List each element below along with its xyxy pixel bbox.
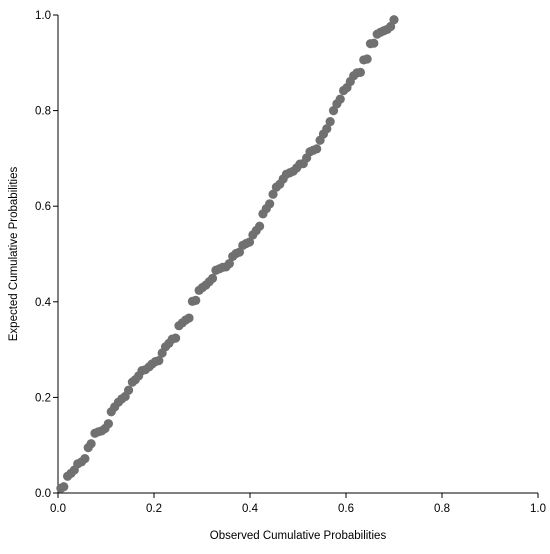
data-point bbox=[369, 38, 379, 48]
data-point bbox=[224, 258, 234, 269]
data-point bbox=[184, 313, 194, 323]
axes bbox=[57, 15, 538, 494]
data-point bbox=[123, 385, 134, 395]
data-points bbox=[56, 15, 399, 493]
y-tick-label: 0.0 bbox=[35, 488, 51, 500]
data-point bbox=[325, 116, 335, 127]
data-point bbox=[268, 189, 278, 199]
y-tick-label: 0.4 bbox=[35, 297, 52, 309]
data-point bbox=[335, 94, 345, 104]
data-point bbox=[312, 144, 322, 154]
data-point bbox=[355, 67, 365, 77]
x-tick-label: 0.6 bbox=[338, 503, 354, 515]
x-tick-label: 0.0 bbox=[50, 503, 66, 515]
y-tick-label: 0.2 bbox=[35, 392, 51, 404]
y-tick-label: 0.6 bbox=[35, 201, 51, 213]
y-tick-label: 0.8 bbox=[35, 106, 51, 118]
data-point bbox=[207, 273, 218, 283]
x-axis-title: Observed Cumulative Probabilities bbox=[210, 530, 387, 542]
data-point bbox=[103, 419, 113, 429]
data-point bbox=[244, 237, 255, 247]
ticks: 0.0 0.2 0.4 0.6 0.8 1.0 0.0 0.2 0.4 0.6 0.8 1.0 bbox=[35, 10, 546, 515]
data-point bbox=[265, 199, 275, 209]
data-point bbox=[59, 482, 69, 492]
data-point bbox=[389, 15, 399, 25]
x-tick-label: 1.0 bbox=[530, 503, 546, 515]
data-point bbox=[191, 295, 201, 305]
data-point bbox=[255, 221, 265, 231]
x-tick-label: 0.8 bbox=[434, 503, 450, 515]
y-tick-label: 1.0 bbox=[35, 10, 51, 22]
data-point bbox=[171, 333, 181, 343]
data-point bbox=[154, 355, 164, 366]
x-tick-label: 0.2 bbox=[146, 503, 162, 515]
data-point bbox=[80, 453, 90, 464]
x-tick-label: 0.4 bbox=[242, 503, 259, 515]
y-axis-title: Expected Cumulative Probabilities bbox=[8, 167, 20, 342]
data-point bbox=[86, 439, 96, 449]
data-point bbox=[322, 124, 332, 134]
data-point bbox=[362, 54, 372, 64]
